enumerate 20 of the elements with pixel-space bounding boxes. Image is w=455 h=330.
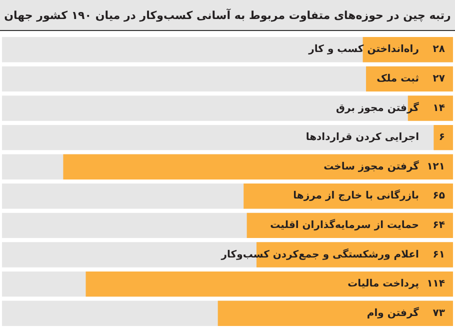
data-label: ۱۱۴ xyxy=(426,278,445,290)
bar xyxy=(434,124,453,150)
y-tick-label: اجرایی کردن قراردادها xyxy=(306,132,419,144)
data-label: ۶۱ xyxy=(432,249,445,260)
y-tick-label: پرداخت مالیات xyxy=(348,278,420,290)
y-tick-label: ثبت ملک xyxy=(376,74,420,85)
data-label: ۶۴ xyxy=(432,220,445,232)
bar xyxy=(366,66,453,92)
data-label: ۶ xyxy=(438,132,445,144)
data-label: ۷۳ xyxy=(432,308,445,319)
data-label: ۲۸ xyxy=(432,44,445,56)
data-label: ۲۷ xyxy=(432,74,445,85)
y-tick-label: گرفتن وام xyxy=(366,306,420,319)
y-tick-label: بازرگانی با خارج از مرزها xyxy=(293,188,419,202)
data-label: ۱۴ xyxy=(432,102,445,114)
chart-title: رتبه چین در حوزه‌های متفاوت مربوط به آسانی کسب‌وکار در میان ۱۹۰ کشور جهان xyxy=(0,0,455,31)
y-tick-label: حمایت از سرمایه‌گذاران اقلیت xyxy=(270,218,419,232)
data-label: ۶۵ xyxy=(432,190,445,202)
data-label: ۱۲۱ xyxy=(426,161,445,172)
y-tick-label: گرفتن مجوز ساخت xyxy=(324,159,420,172)
